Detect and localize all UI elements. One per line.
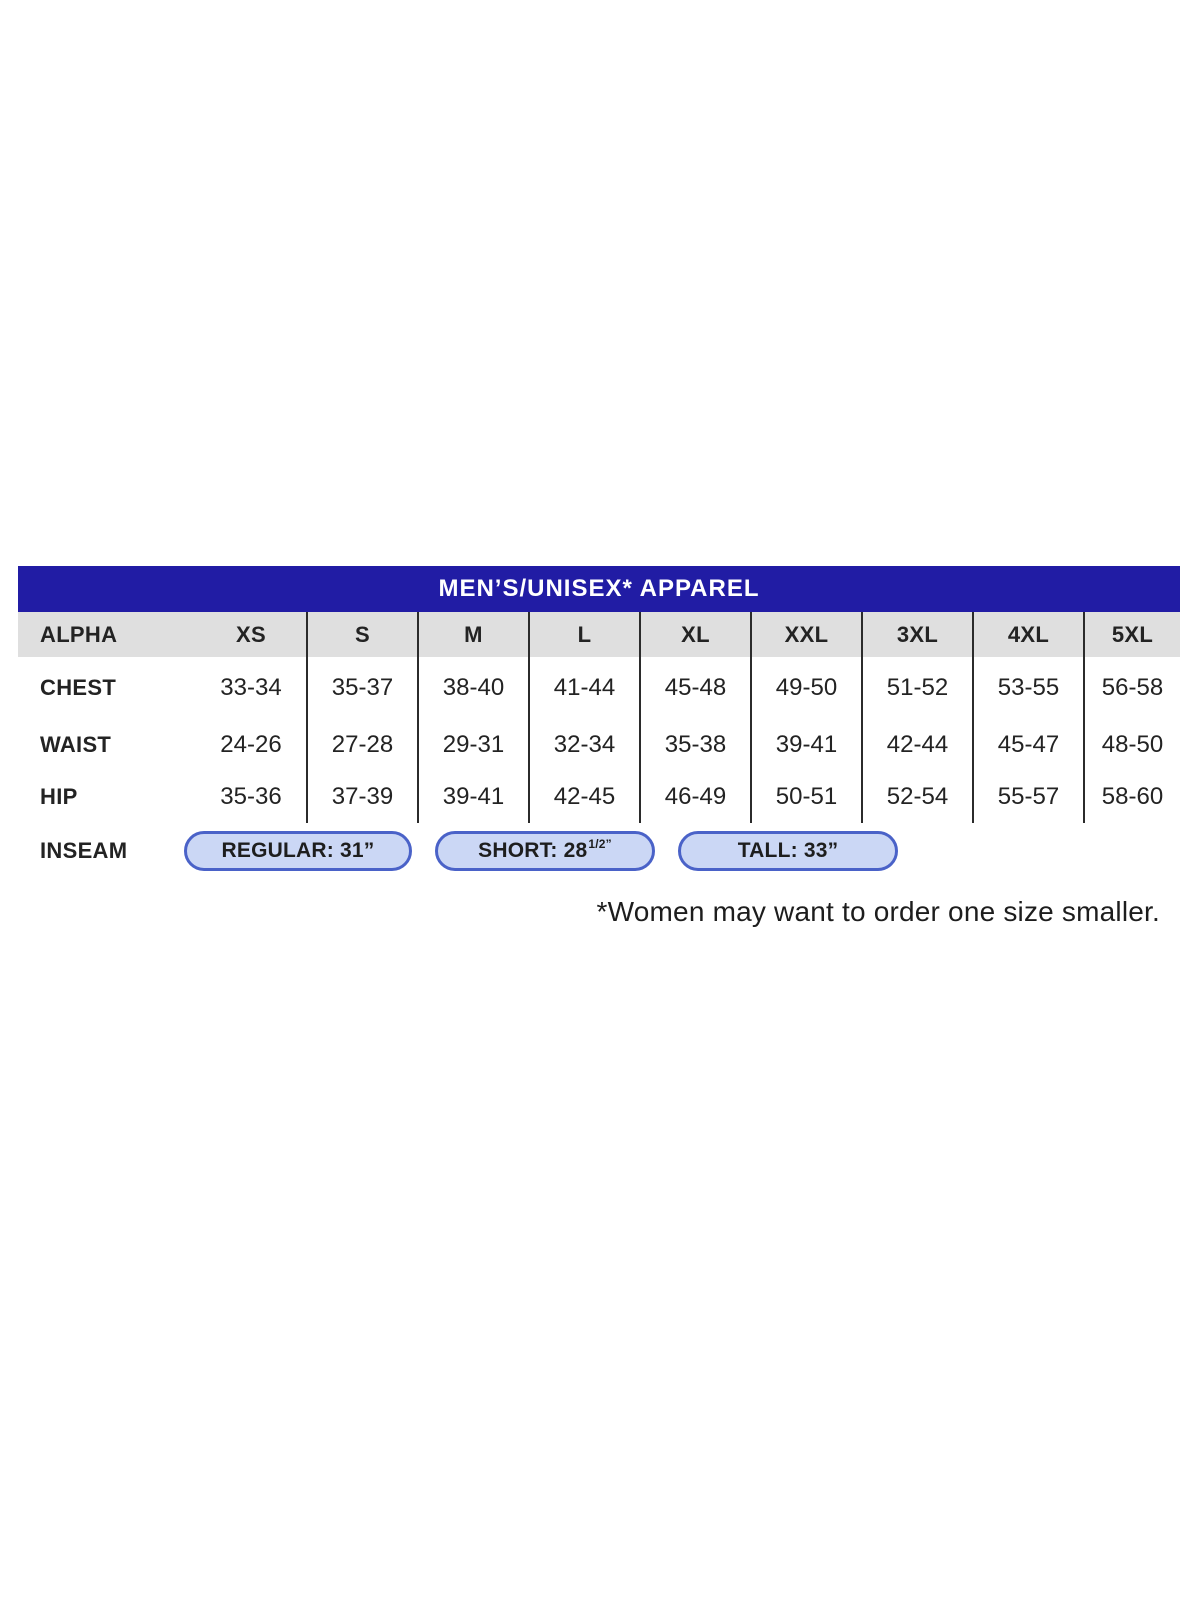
row-label-inseam: INSEAM [40, 838, 128, 863]
column-header-xs: XS [196, 612, 307, 657]
column-header-m: M [417, 612, 529, 657]
size-cell: 58-60 [1083, 771, 1180, 823]
column-header-xxl: XXL [750, 612, 862, 657]
size-cell: 42-44 [861, 719, 973, 771]
inseam-row: INSEAM REGULAR: 31” SHORT: 28 1/2” TALL: … [18, 823, 1180, 879]
size-cell: 53-55 [972, 657, 1084, 719]
inseam-tall-label: TALL: 33” [737, 839, 839, 862]
size-cell: 48-50 [1083, 719, 1180, 771]
size-cell: 55-57 [972, 771, 1084, 823]
size-cell: 24-26 [220, 731, 282, 758]
size-cell: 29-31 [417, 719, 529, 771]
inseam-regular-label: REGULAR: 31” [221, 839, 375, 862]
column-header-4xl: 4XL [972, 612, 1084, 657]
table-row-waist: WAIST 24-26 27-28 29-31 32-34 35-38 39-4… [18, 719, 1180, 771]
inseam-short-label: SHORT: 28 [478, 839, 588, 862]
size-cell: 38-40 [417, 657, 529, 719]
size-cell: 39-41 [417, 771, 529, 823]
row-label-hip: HIP [40, 784, 78, 809]
size-cell: 35-36 [220, 783, 282, 810]
size-cell: 50-51 [750, 771, 862, 823]
header-row: ALPHA XS S M L XL XXL 3XL 4XL 5XL [18, 612, 1180, 657]
size-table: ALPHA XS S M L XL XXL 3XL 4XL 5XL CHEST … [18, 612, 1180, 823]
footnote: *Women may want to order one size smalle… [596, 896, 1160, 927]
size-cell: 42-45 [528, 771, 640, 823]
size-cell: 51-52 [861, 657, 973, 719]
column-header-s: S [306, 612, 418, 657]
size-chart: MEN’S/UNISEX* APPAREL ALPHA XS S M L XL … [18, 566, 1180, 879]
size-cell: 33-34 [220, 674, 282, 701]
size-cell: 56-58 [1083, 657, 1180, 719]
column-header-alpha: ALPHA [18, 612, 196, 657]
inseam-tall-button[interactable]: TALL: 33” [678, 831, 898, 871]
table-row-chest: CHEST 33-34 35-37 38-40 41-44 45-48 49-5… [18, 657, 1180, 719]
inseam-regular-button[interactable]: REGULAR: 31” [184, 831, 412, 871]
column-header-xl: XL [639, 612, 751, 657]
size-cell: 37-39 [306, 771, 418, 823]
size-cell: 46-49 [639, 771, 751, 823]
row-label-waist: WAIST [40, 732, 112, 757]
column-header-3xl: 3XL [861, 612, 973, 657]
size-cell: 45-48 [639, 657, 751, 719]
column-header-5xl: 5XL [1083, 612, 1180, 657]
size-cell: 41-44 [528, 657, 640, 719]
chart-title-bar: MEN’S/UNISEX* APPAREL [18, 566, 1180, 612]
size-cell: 52-54 [861, 771, 973, 823]
size-cell: 35-37 [306, 657, 418, 719]
size-cell: 32-34 [528, 719, 640, 771]
size-cell: 35-38 [639, 719, 751, 771]
column-header-l: L [528, 612, 640, 657]
chart-title: MEN’S/UNISEX* APPAREL [438, 575, 760, 602]
size-cell: 27-28 [306, 719, 418, 771]
inseam-short-fraction: 1/2” [588, 837, 612, 851]
size-cell: 39-41 [750, 719, 862, 771]
size-cell: 45-47 [972, 719, 1084, 771]
row-label-chest: CHEST [40, 675, 117, 700]
inseam-short-button[interactable]: SHORT: 28 1/2” [435, 831, 655, 871]
table-row-hip: HIP 35-36 37-39 39-41 42-45 46-49 50-51 … [18, 771, 1180, 823]
size-cell: 49-50 [750, 657, 862, 719]
